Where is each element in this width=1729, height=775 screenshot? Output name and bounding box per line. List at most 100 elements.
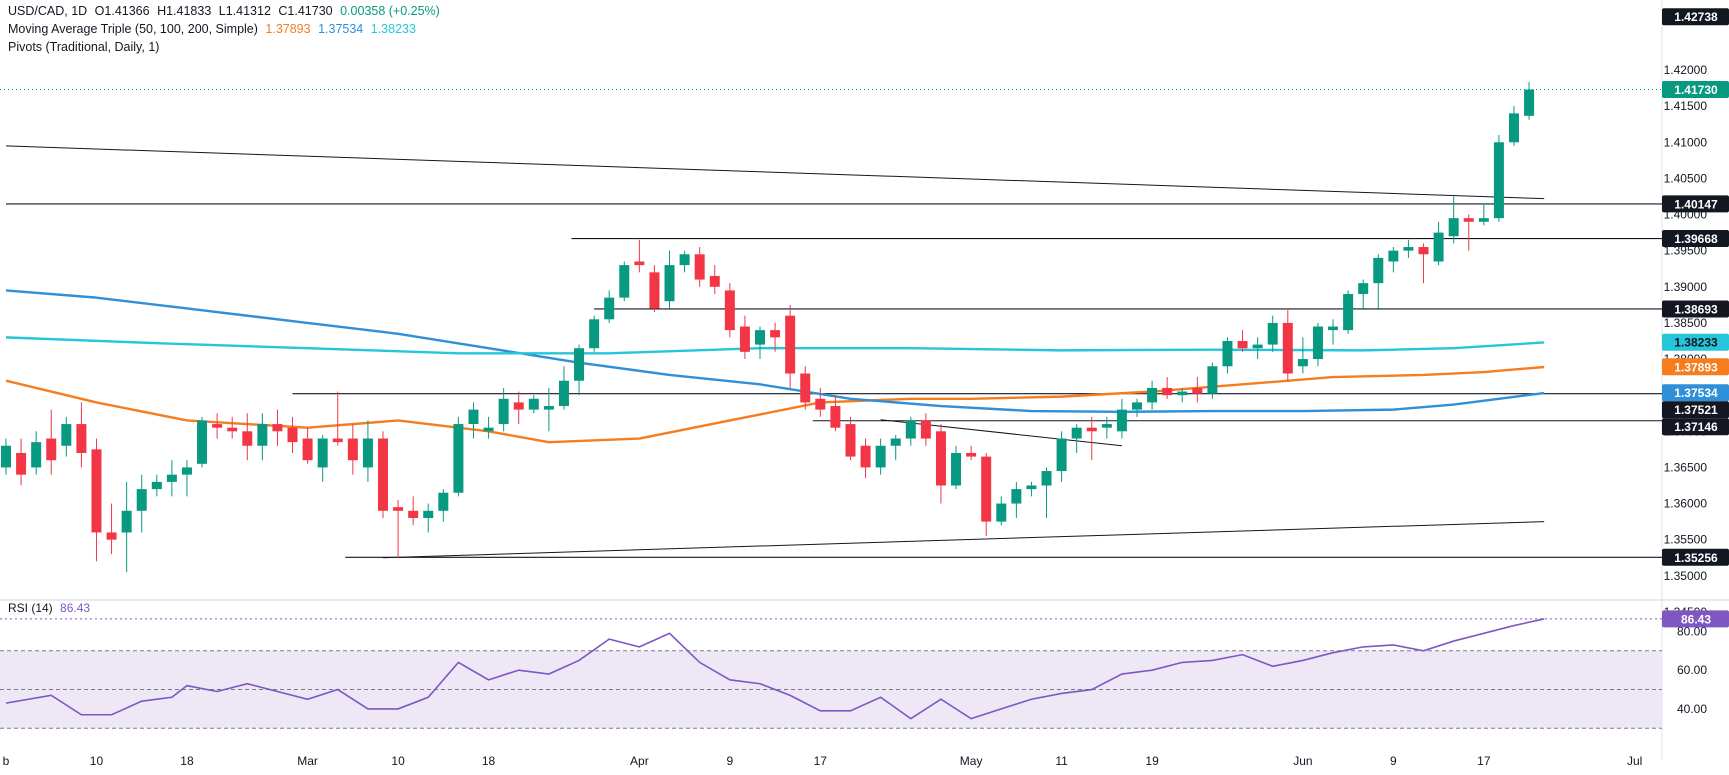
bearish-candle — [242, 413, 253, 461]
candle-body — [890, 438, 901, 446]
candle-body — [1071, 427, 1082, 439]
candle-body — [1463, 218, 1474, 222]
time-tick-label: 17 — [814, 754, 828, 768]
candle-body — [649, 272, 660, 309]
moving-averages — [5, 289, 1545, 444]
bullish-candle — [181, 460, 192, 497]
candle-body — [332, 438, 343, 443]
bearish-candle — [860, 438, 871, 479]
candle-body — [679, 254, 690, 266]
candle-body — [1282, 322, 1293, 374]
bullish-candle — [257, 413, 268, 461]
candle-body — [257, 424, 268, 446]
time-tick-label: 9 — [1390, 754, 1397, 768]
bearish-candle — [966, 445, 977, 461]
bearish-candle — [800, 366, 811, 410]
candle-body — [272, 424, 283, 432]
candle-body — [317, 438, 328, 468]
trendline — [382, 521, 1545, 559]
candle-body — [951, 452, 962, 486]
bearish-candle — [709, 265, 720, 295]
bearish-candle — [935, 424, 946, 504]
candle-body — [1312, 326, 1323, 360]
bearish-candle — [393, 499, 404, 558]
price-tag-bg — [1662, 548, 1729, 566]
pivot-and-trend-lines — [0, 89, 1662, 559]
bullish-candle — [197, 416, 208, 468]
price-tag: 1.40147 — [1662, 195, 1729, 213]
candle-body — [1147, 387, 1158, 403]
bullish-candle — [1147, 380, 1158, 410]
candle-body — [197, 420, 208, 464]
bullish-candle — [1433, 221, 1444, 266]
pivots-label[interactable]: Pivots (Traditional, Daily, 1) — [8, 40, 160, 54]
bearish-candle — [694, 247, 705, 287]
bullish-candle — [121, 481, 132, 573]
bearish-candle — [212, 413, 223, 439]
price-tick-label: 1.35500 — [1664, 533, 1708, 547]
bearish-candle — [46, 409, 57, 475]
bearish-candle — [649, 265, 660, 313]
candle-body — [302, 438, 313, 461]
bearish-candle — [332, 391, 343, 446]
candle-body — [1056, 438, 1067, 472]
candle-body — [785, 315, 796, 374]
rsi-header: RSI (14) 86.43 — [8, 601, 94, 615]
price-tag: 1.42738 — [1662, 8, 1729, 26]
rsi-label[interactable]: RSI (14) — [8, 601, 53, 615]
price-tick-label: 1.36500 — [1664, 460, 1708, 474]
bullish-candle — [1297, 337, 1308, 374]
candlesticks[interactable] — [1, 82, 1535, 573]
bullish-candle — [679, 250, 690, 273]
candle-body — [151, 481, 162, 490]
rsi-tick-label: 60.00 — [1677, 663, 1707, 677]
price-tick-label: 1.38500 — [1664, 316, 1708, 330]
ma200-line — [5, 336, 1545, 355]
rsi-tag-label: 86.43 — [1681, 612, 1711, 626]
bearish-candle — [845, 416, 856, 461]
bearish-candle — [347, 424, 358, 475]
candle-body — [468, 409, 479, 425]
bullish-candle — [664, 250, 675, 309]
bullish-candle — [1026, 481, 1037, 497]
ma100-value: 1.37534 — [318, 22, 364, 36]
bullish-candle — [1478, 203, 1489, 226]
bullish-candle — [1041, 467, 1052, 519]
bearish-candle — [770, 322, 781, 352]
time-tick-label: 9 — [726, 754, 733, 768]
bearish-candle — [91, 438, 102, 562]
ma-label[interactable]: Moving Average Triple (50, 100, 200, Sim… — [8, 22, 258, 36]
price-tag: 1.35256 — [1662, 548, 1729, 566]
price-tag-bg — [1662, 8, 1729, 26]
rsi-panel: 80.00 60.00 40.00 — [0, 618, 1707, 729]
candle-body — [770, 330, 781, 338]
candle-body — [1478, 218, 1489, 222]
rsi-line — [5, 618, 1545, 720]
candle-body — [1207, 366, 1218, 394]
open-value: O1.41366 — [94, 4, 150, 18]
bullish-candle — [875, 438, 886, 475]
bullish-candle — [604, 290, 615, 323]
price-tag: 1.39668 — [1662, 230, 1729, 248]
bearish-candle — [1418, 243, 1429, 284]
candle-body — [453, 424, 464, 493]
candle-body — [724, 290, 735, 331]
candle-body — [423, 510, 434, 519]
price-tag-bg — [1662, 401, 1729, 419]
bullish-candle — [1358, 279, 1369, 309]
candle-body — [1267, 322, 1278, 345]
candle-body — [664, 265, 675, 302]
price-tag-label: 1.38233 — [1674, 336, 1718, 350]
price-tag-label: 1.41730 — [1674, 83, 1718, 97]
rsi-tag: 86.43 — [1662, 610, 1729, 628]
candle-body — [76, 424, 87, 453]
candle-body — [694, 254, 705, 280]
bullish-candle — [1493, 135, 1504, 222]
price-tag-label: 1.38693 — [1674, 302, 1718, 316]
price-tick-label: 1.35000 — [1664, 569, 1708, 583]
bullish-candle — [1207, 362, 1218, 399]
candle-body — [1026, 485, 1037, 490]
bullish-candle — [528, 395, 539, 414]
bearish-candle — [272, 409, 283, 446]
